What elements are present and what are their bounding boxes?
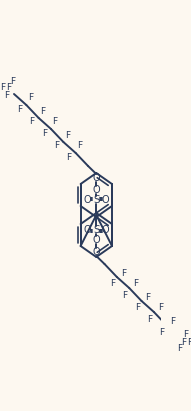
Text: O: O (92, 185, 100, 195)
Text: F: F (28, 93, 33, 102)
Text: F: F (133, 279, 138, 289)
Text: F: F (121, 268, 126, 277)
Text: O: O (92, 247, 100, 257)
Text: F: F (159, 328, 165, 337)
Text: F: F (181, 337, 186, 346)
Text: F: F (4, 92, 9, 101)
Text: O: O (83, 195, 91, 205)
Text: F: F (177, 344, 182, 353)
Text: F: F (158, 303, 163, 312)
Text: O: O (83, 225, 91, 235)
Text: F: F (170, 316, 175, 326)
Text: F: F (135, 303, 140, 312)
Text: F: F (67, 152, 72, 162)
Text: F: F (54, 141, 59, 150)
Text: F: F (110, 279, 115, 289)
Text: F: F (0, 83, 5, 92)
Text: F: F (65, 131, 70, 139)
Text: S: S (93, 225, 100, 235)
Text: F: F (40, 106, 45, 115)
Text: F: F (11, 78, 16, 86)
Text: F: F (123, 291, 128, 300)
Text: F: F (147, 314, 152, 323)
Text: F: F (53, 118, 58, 127)
Text: O: O (92, 173, 100, 183)
Text: F: F (42, 129, 47, 138)
Text: F: F (183, 330, 189, 339)
Text: O: O (102, 195, 109, 205)
Text: F: F (6, 83, 12, 92)
Text: F: F (17, 104, 22, 113)
Text: O: O (102, 225, 109, 235)
Text: F: F (188, 337, 191, 346)
Text: F: F (30, 118, 35, 127)
Text: O: O (92, 235, 100, 245)
Text: F: F (146, 293, 151, 302)
Text: S: S (93, 195, 100, 205)
Text: F: F (77, 141, 82, 150)
